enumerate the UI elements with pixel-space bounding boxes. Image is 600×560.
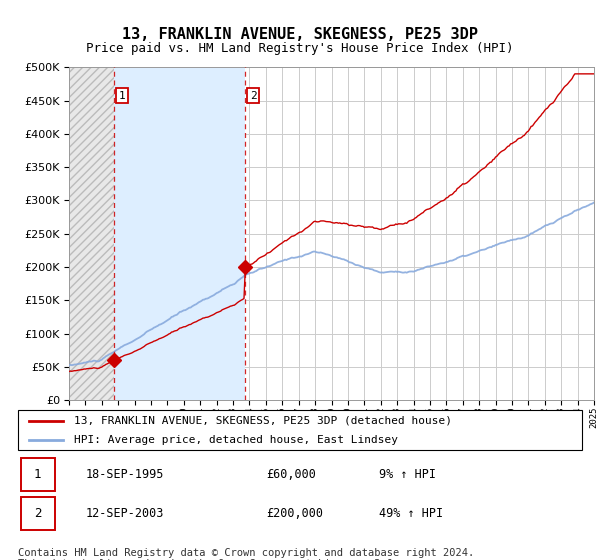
Text: 1: 1 xyxy=(119,91,125,101)
Text: 2: 2 xyxy=(34,507,41,520)
Text: 18-SEP-1995: 18-SEP-1995 xyxy=(86,468,164,481)
Text: Price paid vs. HM Land Registry's House Price Index (HPI): Price paid vs. HM Land Registry's House … xyxy=(86,42,514,55)
Text: 9% ↑ HPI: 9% ↑ HPI xyxy=(379,468,436,481)
Text: 12-SEP-2003: 12-SEP-2003 xyxy=(86,507,164,520)
Text: 13, FRANKLIN AVENUE, SKEGNESS, PE25 3DP (detached house): 13, FRANKLIN AVENUE, SKEGNESS, PE25 3DP … xyxy=(74,416,452,426)
Text: 2: 2 xyxy=(250,91,257,101)
Text: £200,000: £200,000 xyxy=(266,507,323,520)
FancyBboxPatch shape xyxy=(18,410,582,450)
FancyBboxPatch shape xyxy=(21,458,55,491)
Text: Contains HM Land Registry data © Crown copyright and database right 2024.
This d: Contains HM Land Registry data © Crown c… xyxy=(18,548,474,560)
Text: 49% ↑ HPI: 49% ↑ HPI xyxy=(379,507,443,520)
Bar xyxy=(69,67,113,400)
Text: 1: 1 xyxy=(34,468,41,481)
Text: HPI: Average price, detached house, East Lindsey: HPI: Average price, detached house, East… xyxy=(74,435,398,445)
Bar xyxy=(113,67,245,400)
Text: £60,000: £60,000 xyxy=(266,468,316,481)
FancyBboxPatch shape xyxy=(21,497,55,530)
Text: 13, FRANKLIN AVENUE, SKEGNESS, PE25 3DP: 13, FRANKLIN AVENUE, SKEGNESS, PE25 3DP xyxy=(122,27,478,42)
